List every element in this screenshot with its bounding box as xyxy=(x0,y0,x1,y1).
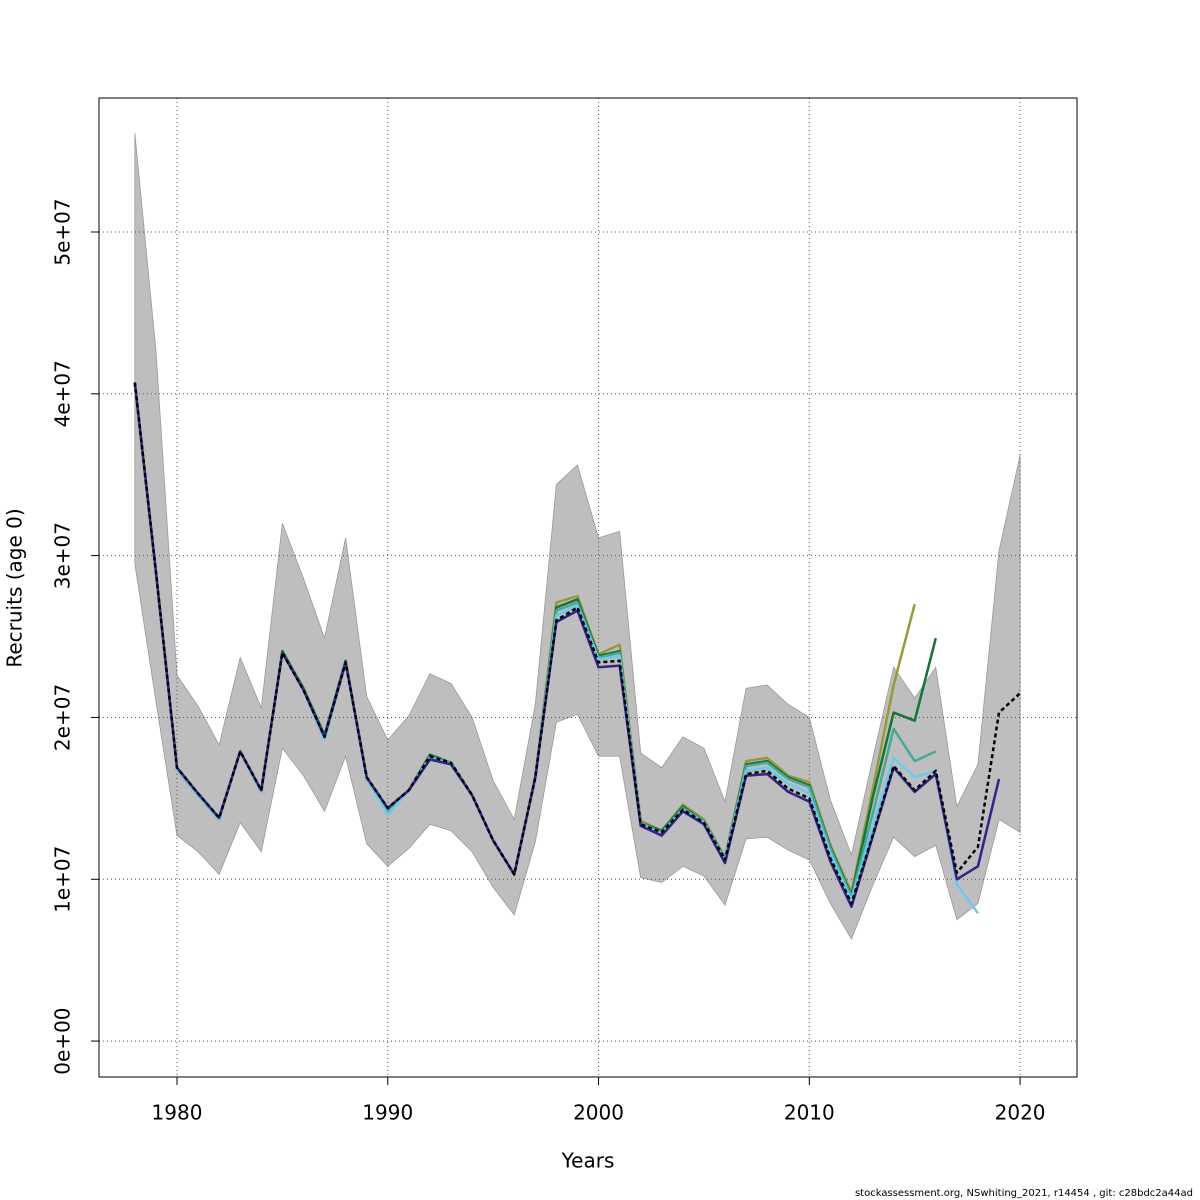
y-tick-label: 4e+07 xyxy=(51,360,75,427)
series-line xyxy=(133,382,1021,905)
x-tick-label: 2020 xyxy=(995,1101,1046,1125)
plot-frame xyxy=(98,97,1078,1078)
y-tick-label: 3e+07 xyxy=(51,522,75,589)
y-tick-label: 1e+07 xyxy=(51,846,75,913)
y-axis-label: Recruits (age 0) xyxy=(3,508,27,667)
y-tick-label: 0e+00 xyxy=(51,1007,75,1074)
y-tick-label: 2e+07 xyxy=(51,684,75,751)
x-tick-label: 1990 xyxy=(362,1101,413,1125)
x-axis-label: Years xyxy=(561,1149,615,1173)
x-tick-label: 2010 xyxy=(784,1101,835,1125)
footer: stockassessment.org, NSwhiting_2021, r14… xyxy=(855,1188,1193,1199)
y-tick-label: 5e+07 xyxy=(51,198,75,265)
x-tick-label: 2000 xyxy=(573,1101,624,1125)
confidence-band xyxy=(134,133,1021,941)
x-tick-label: 1980 xyxy=(152,1101,203,1125)
